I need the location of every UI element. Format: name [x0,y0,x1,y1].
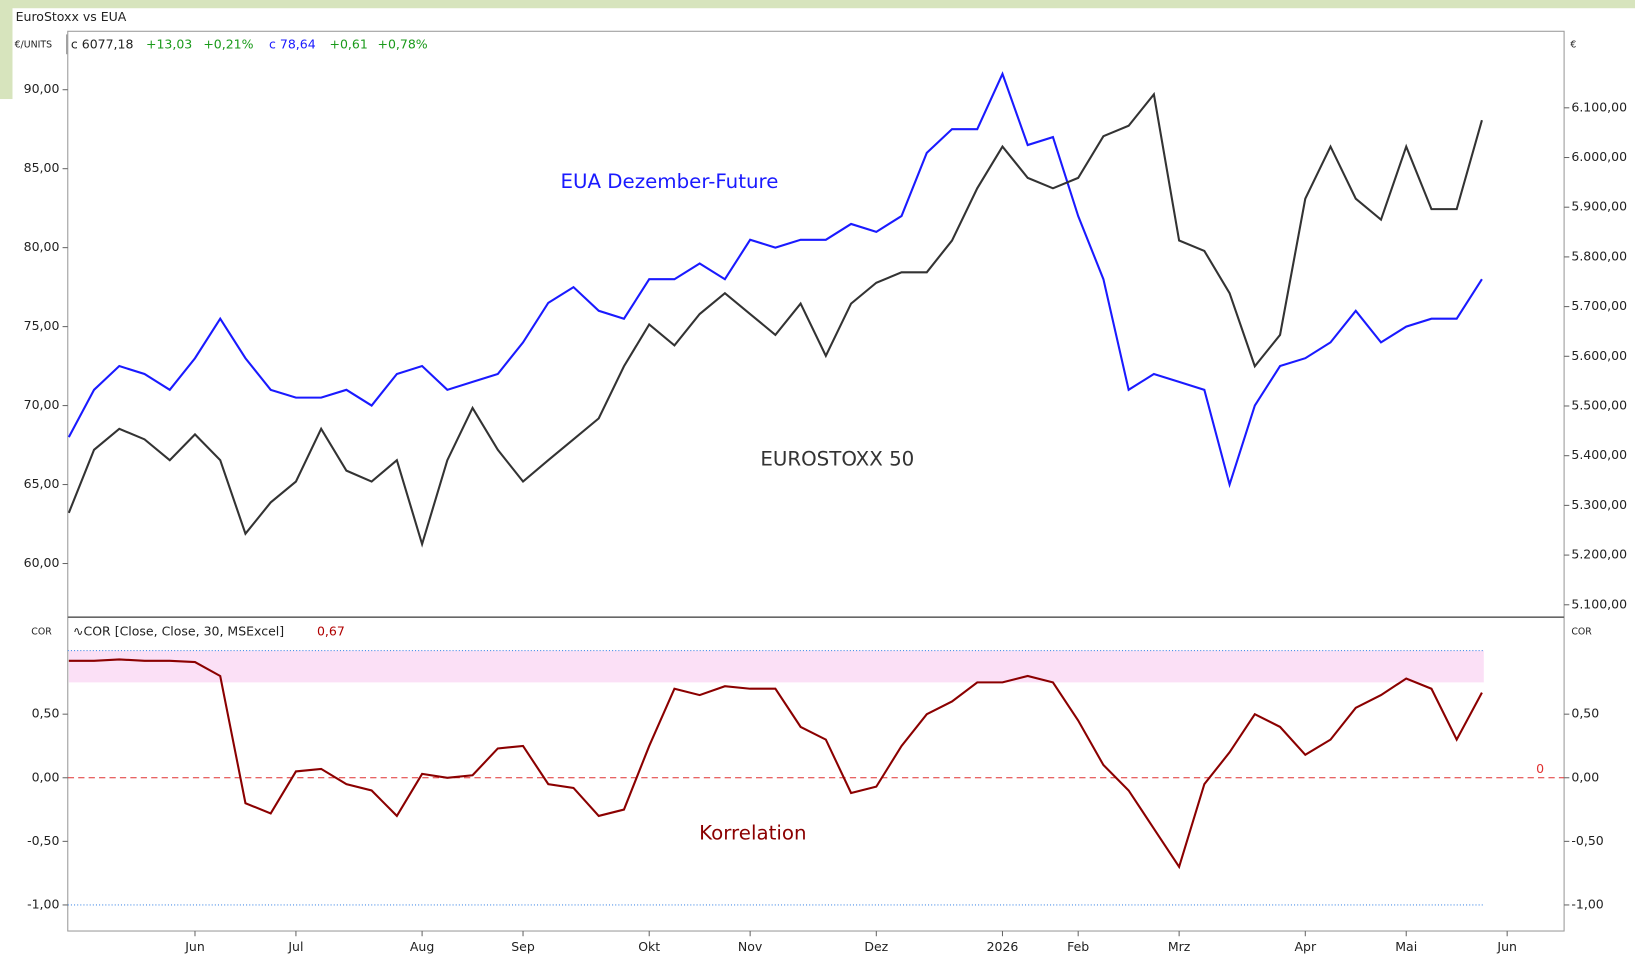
y2-tick-label: 6.100,00 [1571,99,1627,114]
unit-right: € [1570,39,1576,50]
y2-tick-label: 6.000,00 [1571,149,1627,164]
x-tick-label: Jul [287,939,303,954]
series-label: EUROSTOXX 50 [760,447,914,470]
y-tick-label-right: 0,00 [1571,769,1599,784]
y-tick-label: 85,00 [24,160,60,175]
y-tick-label: -0,50 [27,833,59,848]
y-tick-label: 80,00 [24,239,60,254]
series-line [67,91,1483,548]
frame-top [0,0,1635,9]
x-tick-label: Mai [1395,939,1417,954]
y-tick-label: 75,00 [24,318,60,333]
zero-label: 0 [1536,761,1544,776]
quote-1-close: c 6077,18 [71,36,134,51]
x-tick-label: 2026 [987,939,1019,954]
frame-left [0,0,13,100]
chart-title: EuroStoxx vs EUA [16,9,127,24]
y2-tick-label: 5.700,00 [1571,298,1627,313]
unit-left: €/UNITS [15,39,52,50]
x-tick-label: Okt [638,939,660,954]
x-tick-label: Nov [738,939,763,954]
y2-tick-label: 5.500,00 [1571,397,1627,412]
background [12,8,1635,955]
series-label: EUA Dezember-Future [560,170,778,193]
quote-2-close: c 78,64 [269,36,316,51]
y2-tick-label: 5.900,00 [1571,199,1627,214]
band [68,650,1484,683]
y-tick-label-right: -1,00 [1571,896,1603,911]
series-line [67,71,1483,489]
cor-axis-label-right: COR [1571,626,1592,637]
x-tick-label: Sep [511,939,535,954]
x-tick-label: Feb [1067,939,1089,954]
y2-tick-label: 5.800,00 [1571,248,1627,263]
y2-tick-label: 5.400,00 [1571,447,1627,462]
indicator-value: 0,67 [317,623,345,638]
series-label: Korrelation [699,822,806,845]
cor-axis-label: COR [31,626,52,637]
y-tick-label: 60,00 [24,555,60,570]
indicator: ∿COR [Close, Close, 30, MSExcel] [73,623,284,638]
y-tick-label: 0,00 [32,769,60,784]
y-tick-label: 70,00 [24,397,60,412]
quote-1-change: +13,03 [146,36,192,51]
y-tick-label: 65,00 [24,476,60,491]
x-tick-label: Jun [184,939,205,954]
y2-tick-label: 5.300,00 [1571,497,1627,512]
y-tick-label: -1,00 [27,896,59,911]
y2-tick-label: 5.100,00 [1571,596,1627,611]
x-tick-label: Jun [1496,939,1517,954]
x-tick-label: Apr [1294,939,1316,954]
y-tick-label-right: -0,50 [1571,833,1603,848]
y-tick-label: 90,00 [24,81,60,96]
plot-frame [67,30,1565,932]
y-tick-label-right: 0,50 [1571,706,1599,721]
x-tick-label: Dez [864,939,888,954]
quote-1-pct: +0,21% [203,36,253,51]
series-line [68,658,1483,870]
y-tick-label: 0,50 [32,706,60,721]
y2-tick-label: 5.200,00 [1571,547,1627,562]
x-tick-label: Aug [410,939,434,954]
y2-tick-label: 5.600,00 [1571,348,1627,363]
x-tick-label: Mrz [1168,939,1191,954]
quote-2-pct: +0,78% [377,36,427,51]
quote-2-change: +0,61 [330,36,368,51]
